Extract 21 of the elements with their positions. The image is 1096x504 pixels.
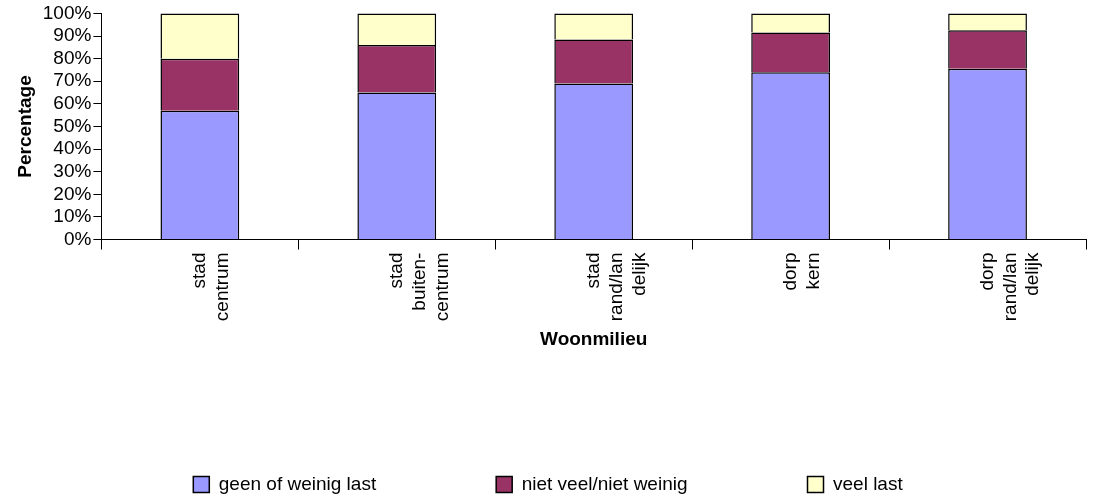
x-tick-label: dorp rand/lan delijk — [975, 252, 1043, 322]
legend-label: geen of weinig last — [218, 472, 377, 494]
y-tick-label: 40% — [53, 137, 92, 159]
y-tick-label: 50% — [53, 114, 92, 136]
y-tick-label: 0% — [63, 227, 92, 249]
x-tick-label: stad rand/lan delijk — [581, 252, 649, 322]
x-axis-title: Woonmilieu — [540, 327, 648, 349]
y-tick-label: 90% — [53, 24, 92, 46]
y-tick-label: 70% — [53, 69, 92, 91]
y-tick-label: 10% — [53, 205, 92, 227]
legend-label: veel last — [833, 472, 904, 494]
y-tick-label: 80% — [53, 46, 92, 68]
y-tick-label: 100% — [42, 1, 92, 23]
y-tick-label: 30% — [53, 159, 92, 181]
x-tick-label: stad centrum — [188, 252, 232, 322]
y-tick-label: 20% — [53, 182, 92, 204]
legend-label: niet veel/niet weinig — [521, 472, 688, 494]
y-tick-label: 60% — [53, 92, 92, 114]
y-axis-title: Percentage — [13, 75, 35, 178]
x-tick-label: stad buiten- centrum — [385, 252, 452, 322]
x-tick-label: dorp kern — [778, 252, 823, 291]
